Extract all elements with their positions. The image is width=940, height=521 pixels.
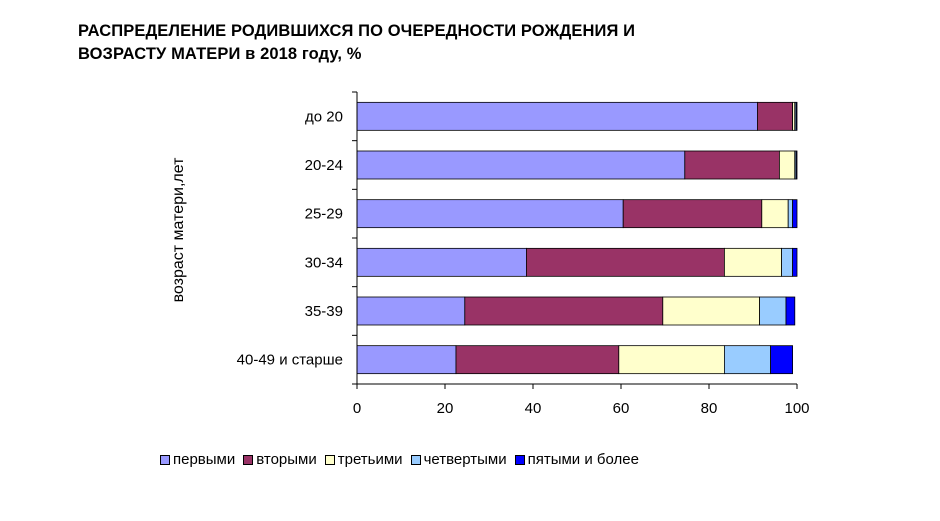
bar-segment-2-1 [622,199,763,229]
bar-segment-5-4 [770,345,793,375]
bar-segment-4-1 [464,296,664,326]
bar-segment-3-1 [526,247,725,277]
legend-label: четвертыми [423,451,507,468]
x-tick-label: 100 [784,400,809,417]
legend-swatch [514,454,525,465]
x-tick-label: 20 [437,400,454,417]
legend-label: третьими [337,451,403,468]
category-label: 40-49 и старше [237,352,343,369]
bar-segment-3-2 [724,247,783,277]
x-tick-label: 40 [525,400,542,417]
bar-segment-5-2 [618,345,725,375]
bar-segment-4-3 [759,296,787,326]
legend-swatch [243,454,254,465]
legend-item: четвертыми [410,451,507,468]
legend-item: вторыми [243,451,317,468]
bar-segment-4-2 [662,296,760,326]
category-label: 25-29 [305,206,343,223]
bar-segment-2-3 [787,199,794,229]
legend-item: пятыми и более [514,451,639,468]
bar-segment-4-0 [356,296,466,326]
legend-swatch [324,454,335,465]
legend-swatch [160,454,170,465]
legend-label: пятыми и более [527,451,639,468]
bar-segment-0-0 [356,101,758,131]
bar-segment-5-1 [455,345,620,375]
legend-item: третьими [324,451,403,468]
bar-segment-4-4 [785,296,796,326]
bar-segment-1-2 [779,150,796,180]
bar-segment-5-3 [724,345,772,375]
y-axis-title: возраст матери,лет [170,157,187,303]
legend-item: первыми [160,451,235,468]
bar-segment-0-1 [757,101,794,131]
legend: первыми вторыми третьими четвертыми пятыми и… [160,451,647,468]
category-label: до 20 [305,108,343,125]
chart-title-line-1: РАСПРЕДЕЛЕНИЕ РОДИВШИХСЯ ПО ОЧЕРЕДНОСТИ … [78,22,636,40]
bar-segment-5-0 [356,345,457,375]
bar-segment-2-4 [792,199,798,229]
x-tick-label: 60 [613,400,630,417]
category-label: 20-24 [305,157,343,174]
x-tick-label: 80 [701,400,718,417]
bar-segment-1-1 [684,150,780,180]
bar-segment-2-2 [761,199,789,229]
bar-segment-3-0 [356,247,527,277]
chart-title: РАСПРЕДЕЛЕНИЕ РОДИВШИХСЯ ПО ОЧЕРЕДНОСТИ … [78,20,635,66]
bar-segment-3-3 [781,247,793,277]
bar-segment-0-4 [795,101,798,131]
bar-segment-2-0 [356,199,624,229]
legend-label: первыми [173,451,236,468]
category-label: 35-39 [305,303,343,320]
category-label: 30-34 [305,254,343,271]
x-tick-label: 0 [353,400,361,417]
legend-label: вторыми [256,451,317,468]
bar-segment-3-4 [792,247,798,277]
chart-title-line-2: ВОЗРАСТУ МАТЕРИ в 2018 году, % [78,45,362,63]
bar-segment-1-4 [795,150,798,180]
legend-swatch [410,454,421,465]
bar-segment-1-0 [356,150,686,180]
